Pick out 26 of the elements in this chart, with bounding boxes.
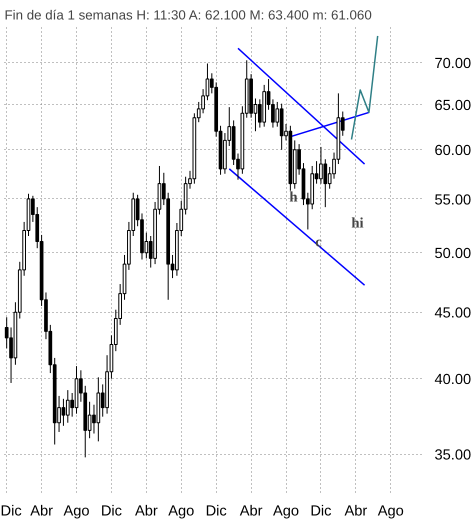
y-tick-label: 60.00: [434, 143, 472, 160]
x-tick-label: Dic: [310, 504, 332, 520]
chart-title: Fin de día 1 semanas H: 11:30 A: 62.100 M: 63.400 m: 61.060: [4, 8, 372, 22]
x-tick-label: Dic: [100, 504, 122, 520]
x-tick-label: Ago: [378, 504, 404, 520]
y-tick-label: 45.00: [434, 306, 472, 322]
y-tick-label: 65.00: [434, 98, 472, 114]
x-tick-label: Ago: [168, 504, 194, 520]
x-tick-label: Dic: [206, 504, 227, 520]
line-series: [350, 35, 378, 140]
x-tick-label: Ago: [63, 504, 90, 520]
x-tick-label: Abr: [134, 504, 158, 520]
y-tick-label: 35.00: [434, 448, 472, 464]
x-tick-label: Abr: [344, 504, 368, 520]
x-tick-label: Ago: [272, 504, 300, 520]
y-tick-label: 50.00: [434, 246, 472, 262]
annotation: h: [289, 190, 298, 206]
x-tick-label: Dic: [0, 504, 22, 520]
y-tick-label: 70.00: [434, 56, 472, 72]
x-tick-label: Abr: [240, 504, 263, 520]
y-tick-label: 55.00: [434, 192, 472, 208]
y-tick-label: 40.00: [434, 372, 472, 388]
x-tick-label: Abr: [30, 504, 54, 520]
annotation: hi: [351, 216, 364, 232]
candlestick: [66, 390, 70, 424]
candlestick: [323, 158, 328, 208]
